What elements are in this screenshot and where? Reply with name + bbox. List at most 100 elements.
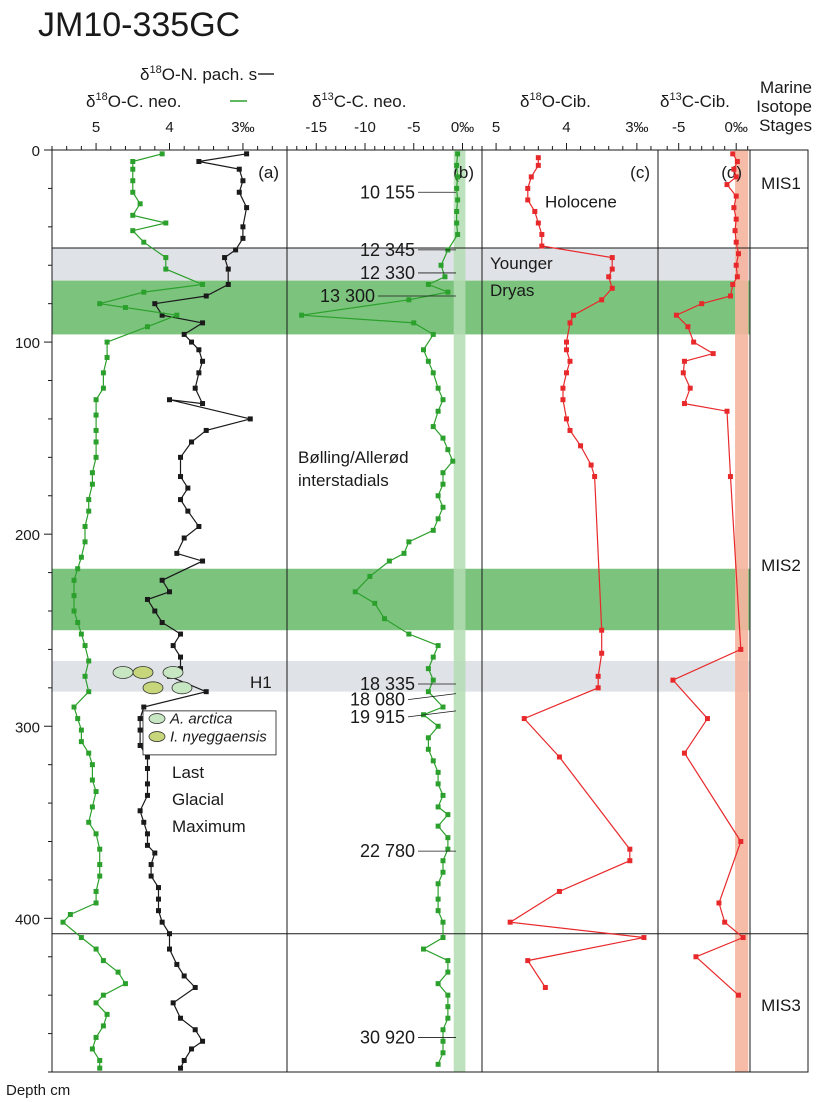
data-point <box>681 358 687 364</box>
data-point <box>244 151 250 157</box>
age-label: 13 300 <box>320 286 375 306</box>
data-point <box>86 497 92 503</box>
data-point <box>716 900 722 906</box>
data-point <box>148 862 154 868</box>
data-point <box>89 777 95 783</box>
data-point <box>236 166 242 172</box>
data-point <box>181 1057 187 1063</box>
data-point <box>440 1050 446 1056</box>
data-point <box>97 873 103 879</box>
data-point <box>627 846 633 852</box>
data-point <box>192 1027 198 1033</box>
data-point <box>89 804 95 810</box>
data-point <box>71 704 77 710</box>
panel-label: (c) <box>630 163 650 182</box>
data-point <box>528 174 534 180</box>
data-point <box>115 969 121 975</box>
data-point <box>189 439 195 445</box>
data-point <box>454 185 460 191</box>
data-point <box>200 320 206 326</box>
data-point <box>406 297 412 303</box>
data-point <box>181 331 187 337</box>
data-point <box>445 447 451 453</box>
data-point <box>571 312 577 318</box>
data-point <box>411 320 417 326</box>
younger-dryas-label: Younger <box>490 254 553 273</box>
data-point <box>148 873 154 879</box>
data-point <box>78 554 84 560</box>
data-point <box>627 858 633 864</box>
x-tick-label: 4 <box>165 119 173 136</box>
data-point <box>440 435 446 441</box>
data-point <box>435 981 441 987</box>
data-point <box>75 716 81 722</box>
data-point <box>100 370 106 376</box>
data-point <box>137 742 143 748</box>
x-tick-label: 5 <box>92 119 100 136</box>
figure-title: JM10-335GC <box>38 6 241 44</box>
data-point <box>386 558 392 564</box>
data-point <box>681 401 687 407</box>
data-point <box>609 266 615 272</box>
data-point <box>736 992 741 998</box>
data-point <box>699 301 705 307</box>
data-point <box>233 247 239 253</box>
x-tick-label: -10 <box>354 119 376 136</box>
data-point <box>401 550 407 556</box>
data-point <box>174 550 180 556</box>
data-point <box>185 485 191 491</box>
x-tick-label: 5 <box>492 119 500 136</box>
data-point <box>539 232 545 238</box>
data-point <box>137 201 143 207</box>
stage-header-line: Marine <box>760 78 812 97</box>
data-point <box>240 224 246 230</box>
data-point <box>159 577 165 583</box>
gray-band-0 <box>52 247 750 281</box>
data-point <box>367 573 373 579</box>
lgm-label: Last <box>172 763 204 782</box>
data-point <box>609 285 615 291</box>
data-point <box>178 1015 184 1021</box>
data-point <box>152 850 158 856</box>
foram-legend-swatch <box>148 731 166 742</box>
data-point <box>93 831 99 837</box>
data-point <box>130 166 136 172</box>
data-point <box>167 946 172 952</box>
data-point <box>178 474 184 480</box>
data-point <box>137 727 143 733</box>
data-point <box>200 358 206 364</box>
data-point <box>144 324 150 330</box>
data-point <box>60 919 66 925</box>
panel-label: (a) <box>258 163 279 182</box>
age-label: 19 915 <box>350 707 405 727</box>
data-point <box>196 370 202 376</box>
data-point <box>225 266 231 272</box>
data-point <box>130 228 136 234</box>
data-point <box>454 208 460 214</box>
data-point <box>535 155 541 161</box>
data-point <box>445 1004 451 1010</box>
data-point <box>454 220 460 226</box>
data-point <box>440 470 446 476</box>
x-tick-label: 0‰ <box>451 119 474 136</box>
data-point <box>86 508 92 514</box>
data-point <box>159 620 165 626</box>
foram-marker <box>171 681 193 695</box>
x-tick-label: 4 <box>562 119 570 136</box>
data-point <box>406 539 412 545</box>
data-point <box>382 616 387 622</box>
data-point <box>82 523 88 529</box>
data-point <box>425 666 431 672</box>
data-point <box>122 981 128 987</box>
data-point <box>89 762 95 768</box>
data-point <box>722 919 728 925</box>
data-point <box>71 608 77 614</box>
data-point <box>93 789 99 795</box>
data-point <box>222 255 228 261</box>
data-point <box>525 197 531 203</box>
data-point <box>82 643 88 649</box>
data-point <box>178 1065 184 1071</box>
data-point <box>144 596 150 602</box>
data-point <box>595 673 601 679</box>
data-point <box>578 443 584 449</box>
